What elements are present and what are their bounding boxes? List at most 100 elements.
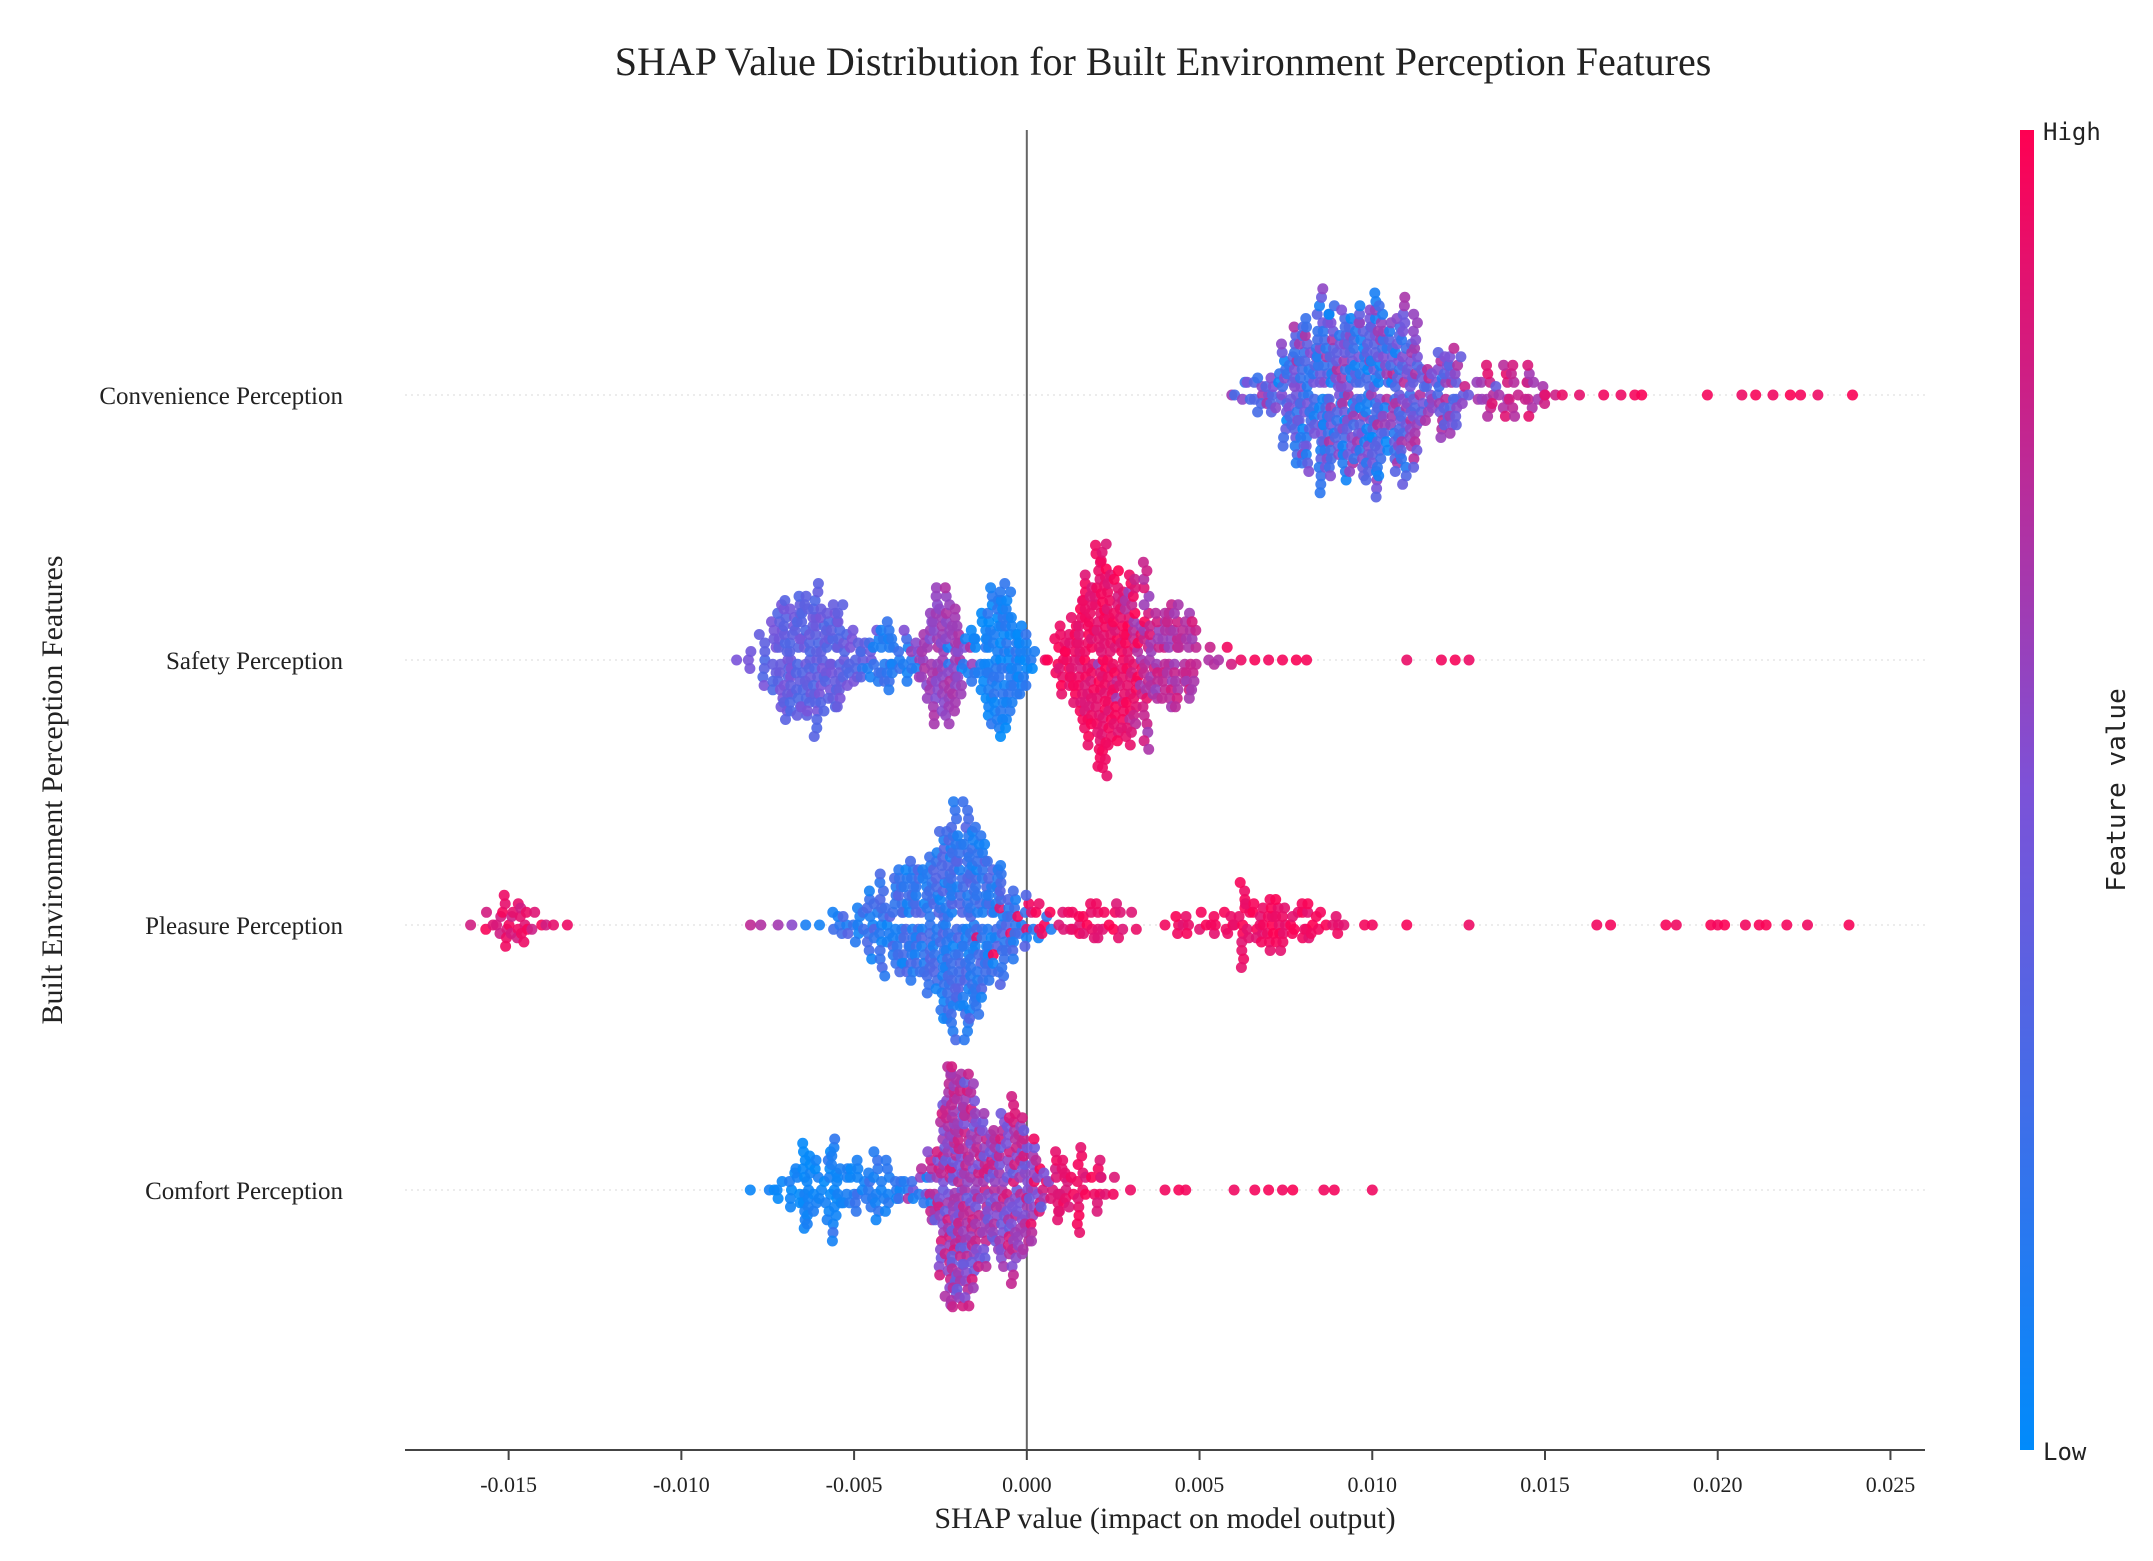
shap-point xyxy=(1050,1171,1062,1183)
shap-point xyxy=(1300,449,1312,460)
shap-point xyxy=(1108,573,1120,585)
shap-point xyxy=(1138,735,1150,747)
shap-point xyxy=(1150,684,1162,696)
shap-point xyxy=(1507,402,1519,414)
shap-point xyxy=(1344,466,1356,477)
shap-point xyxy=(1401,654,1413,666)
shap-point xyxy=(1180,911,1192,922)
shap-point xyxy=(518,936,530,948)
shap-point xyxy=(758,663,770,674)
shap-point xyxy=(812,578,824,589)
shap-point xyxy=(778,629,790,640)
shap-point xyxy=(945,1008,957,1020)
shap-point xyxy=(989,1184,1000,1196)
shap-point xyxy=(1114,680,1126,691)
shap-point xyxy=(1157,633,1169,645)
shap-point xyxy=(1018,1125,1030,1136)
shap-point xyxy=(953,1176,964,1188)
shap-point xyxy=(870,1214,882,1226)
shap-point xyxy=(1071,1218,1083,1230)
shap-point xyxy=(1301,338,1313,350)
shap-point xyxy=(909,898,921,910)
shap-point xyxy=(1407,325,1419,337)
shap-point xyxy=(779,595,791,606)
shap-point xyxy=(1784,389,1796,401)
shap-point xyxy=(1314,300,1325,312)
shap-point xyxy=(1141,718,1153,730)
shap-point xyxy=(1293,415,1305,426)
shap-point xyxy=(832,616,844,628)
shap-point xyxy=(958,838,970,850)
shap-point xyxy=(982,923,994,935)
shap-point xyxy=(503,919,515,931)
shap-point xyxy=(989,629,1001,640)
shap-point xyxy=(921,692,933,704)
shap-point xyxy=(1375,317,1387,329)
shap-point xyxy=(959,1076,971,1088)
shap-point xyxy=(946,1017,957,1029)
shap-point xyxy=(498,889,510,901)
shap-point xyxy=(1125,1184,1136,1196)
shap-point xyxy=(1085,675,1097,687)
shap-point xyxy=(922,641,933,653)
shap-point xyxy=(996,962,1008,973)
y-tick-label: Pleasure Perception xyxy=(145,913,343,940)
shap-point xyxy=(797,1137,809,1149)
shap-point xyxy=(998,953,1010,965)
chart-title: SHAP Value Distribution for Built Enviro… xyxy=(615,39,1712,84)
shap-point xyxy=(967,1078,979,1090)
shap-point xyxy=(985,582,997,594)
shap-point xyxy=(911,663,922,674)
shap-point xyxy=(957,658,969,670)
shap-point xyxy=(1526,402,1538,414)
shap-point xyxy=(1240,898,1251,910)
shap-point xyxy=(1005,586,1017,598)
shap-point xyxy=(1033,898,1045,910)
shap-point xyxy=(1377,410,1389,422)
shap-point xyxy=(995,860,1007,871)
shap-point xyxy=(1440,393,1452,405)
shap-point xyxy=(1435,432,1447,443)
shap-point xyxy=(872,1163,884,1175)
shap-point xyxy=(1354,444,1366,456)
shap-point xyxy=(921,987,933,999)
shap-point xyxy=(1120,637,1131,649)
shap-point xyxy=(1121,680,1133,691)
shap-point xyxy=(1605,919,1617,931)
shap-point xyxy=(995,731,1006,742)
shap-point xyxy=(970,1218,982,1230)
shap-point xyxy=(1096,729,1108,740)
shap-point xyxy=(742,654,754,666)
shap-point xyxy=(933,1261,945,1272)
shap-point xyxy=(832,1188,844,1200)
y-axis-labels: Convenience Perception Safety Perception P… xyxy=(99,383,343,1205)
shap-point xyxy=(1129,607,1141,619)
shap-point xyxy=(924,684,936,696)
shap-point xyxy=(970,1184,981,1196)
shap-point xyxy=(1091,1205,1103,1217)
shap-point xyxy=(1128,709,1140,721)
shap-point xyxy=(1144,629,1156,640)
shap-point xyxy=(952,1134,964,1146)
shap-point xyxy=(1337,440,1349,452)
shap-point xyxy=(1277,654,1288,666)
shap-point xyxy=(1157,675,1169,687)
shap-point xyxy=(1057,671,1069,683)
shap-point xyxy=(1228,919,1240,931)
shap-point xyxy=(831,701,843,713)
shap-point xyxy=(1241,923,1253,935)
shap-point xyxy=(995,654,1007,666)
shap-point xyxy=(989,1176,1001,1187)
shap-point xyxy=(1187,667,1199,679)
shap-point xyxy=(1318,359,1330,371)
shap-point xyxy=(1019,1159,1031,1170)
shap-point xyxy=(1168,607,1180,619)
shap-point xyxy=(1409,436,1421,448)
shap-point xyxy=(1001,637,1013,649)
shap-point xyxy=(1398,300,1410,312)
shap-point xyxy=(1129,582,1141,594)
shap-point xyxy=(982,889,994,901)
shap-point xyxy=(1071,1176,1083,1187)
x-tick-label: 0.010 xyxy=(1348,1472,1398,1497)
shap-point xyxy=(1802,919,1813,931)
